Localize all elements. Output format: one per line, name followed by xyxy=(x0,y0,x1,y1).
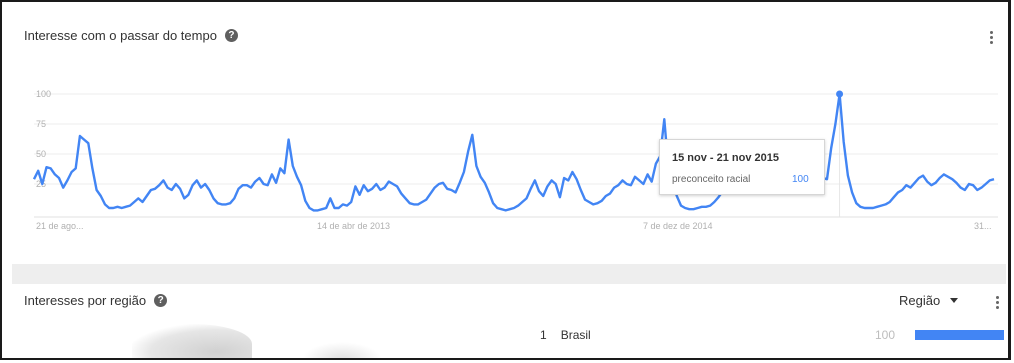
more-vert-icon[interactable] xyxy=(995,296,999,309)
region-value-bar xyxy=(915,330,1004,340)
chevron-down-icon xyxy=(950,298,959,303)
y-tick-label: 25 xyxy=(36,179,46,189)
x-tick-label: 7 de dez de 2014 xyxy=(643,221,713,231)
region-value: 100 xyxy=(875,328,896,342)
interest-by-region-title: Interesses por região xyxy=(24,293,147,308)
help-circle-icon[interactable]: ? xyxy=(224,29,238,42)
y-tick-label: 75 xyxy=(36,119,46,129)
x-tick-label: 31... xyxy=(974,221,992,231)
region-map[interactable] xyxy=(132,324,252,358)
interest-over-time-header: Interesse com o passar do tempo ? xyxy=(24,28,238,43)
hover-point-marker[interactable] xyxy=(836,90,844,98)
interest-over-time-card xyxy=(12,10,1006,264)
region-row[interactable]: 1 Brasil xyxy=(540,328,591,342)
x-tick-label: 21 de ago... xyxy=(36,221,84,231)
series-line-preconceito-racial[interactable] xyxy=(32,92,995,212)
y-tick-label: 50 xyxy=(36,149,46,159)
chart-tooltip: 15 nov - 21 nov 2015 preconceito racial … xyxy=(659,139,825,195)
more-vert-icon[interactable] xyxy=(989,31,993,44)
x-tick-label: 14 de abr de 2013 xyxy=(317,221,390,231)
tooltip-value: 100 xyxy=(792,174,809,185)
section-separator xyxy=(12,264,1006,284)
region-name: Brasil xyxy=(560,328,591,342)
interest-over-time-title: Interesse com o passar do tempo xyxy=(24,28,217,43)
help-circle-icon[interactable]: ? xyxy=(154,294,168,307)
tooltip-date: 15 nov - 21 nov 2015 xyxy=(672,152,779,164)
region-map-land xyxy=(302,342,382,358)
region-dropdown-label: Região xyxy=(899,293,941,308)
interest-line-chart: 25 50 75 100 21 de ago... 14 de abr de 2013 7 … xyxy=(32,89,998,231)
region-rank: 1 xyxy=(540,328,547,342)
interest-by-region-header: Interesses por região ? xyxy=(24,293,168,308)
y-tick-label: 100 xyxy=(36,89,51,99)
tooltip-series-label: preconceito racial xyxy=(672,174,751,185)
region-dropdown[interactable]: Região xyxy=(899,293,959,308)
